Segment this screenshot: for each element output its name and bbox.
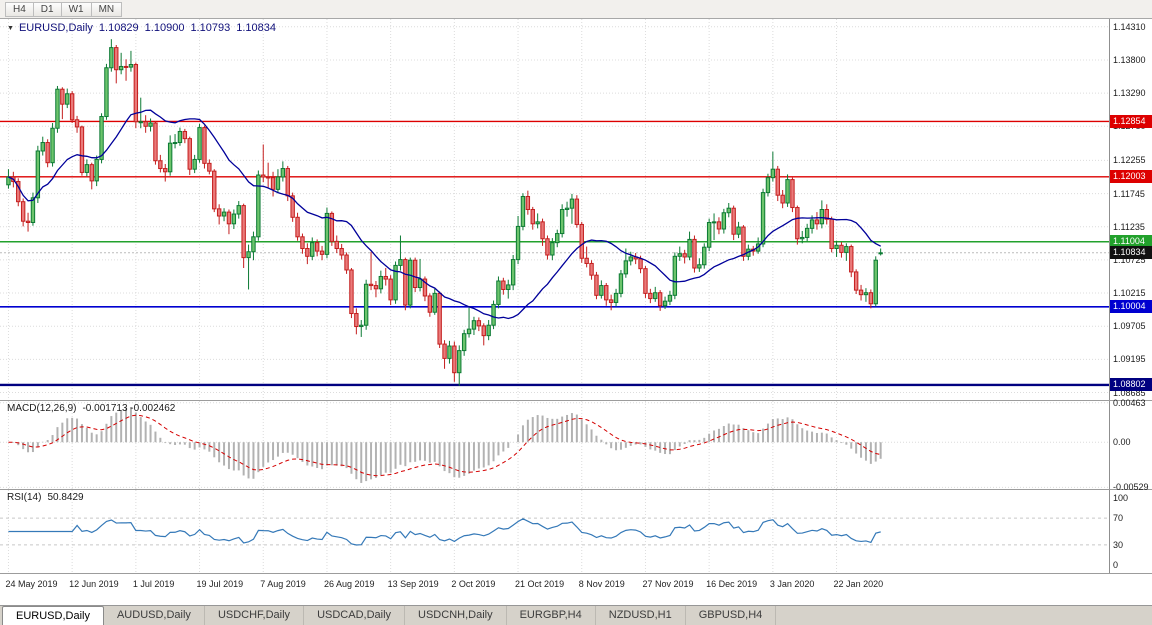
price-tick: 1.14310 bbox=[1113, 21, 1146, 32]
price-tick: 1.09705 bbox=[1113, 321, 1146, 332]
chart-tab-nzdusd-h1[interactable]: NZDUSD,H1 bbox=[596, 606, 686, 625]
rsi-value: 50.8429 bbox=[47, 492, 84, 503]
date-label: 24 May 2019 bbox=[5, 579, 58, 589]
chart-tab-eurgbp-h4[interactable]: EURGBP,H4 bbox=[507, 606, 596, 625]
date-label: 22 Jan 2020 bbox=[833, 579, 884, 589]
price-line-badge: 1.11004 bbox=[1110, 235, 1152, 249]
macd-panel: MACD(12,26,9) -0.001713 -0.002462 0.0046… bbox=[0, 397, 1152, 493]
price-tick: 1.11745 bbox=[1113, 188, 1145, 199]
timeframe-button-w1[interactable]: W1 bbox=[60, 1, 92, 17]
ohlc-low: 1.10793 bbox=[190, 22, 231, 34]
chart-tab-audusd-daily[interactable]: AUDUSD,Daily bbox=[104, 606, 205, 625]
chart-tab-usdcnh-daily[interactable]: USDCNH,Daily bbox=[405, 606, 507, 625]
price-tick: 1.10215 bbox=[1113, 288, 1146, 299]
date-label: 26 Aug 2019 bbox=[323, 579, 375, 589]
price-tick: 1.10725 bbox=[1113, 254, 1146, 265]
price-tick: 1.13800 bbox=[1113, 54, 1146, 65]
indicator-tick: 0 bbox=[1113, 559, 1119, 570]
timeframe-button-mn[interactable]: MN bbox=[90, 1, 123, 17]
price-line-badge: 1.12854 bbox=[1110, 114, 1152, 128]
price-line-badge: 1.08802 bbox=[1110, 378, 1152, 392]
rsi-axis[interactable]: 100 70 30 0 bbox=[1110, 490, 1152, 573]
indicator-tick: 70 bbox=[1113, 513, 1124, 524]
date-label: 19 Jul 2019 bbox=[196, 579, 244, 589]
candlestick-chart-canvas[interactable] bbox=[0, 19, 1109, 400]
indicator-tick: 30 bbox=[1113, 539, 1124, 550]
date-label: 8 Nov 2019 bbox=[578, 579, 625, 589]
rsi-panel: RSI(14) 50.8429 100 70 30 0 bbox=[0, 490, 1152, 574]
rsi-plot[interactable]: RSI(14) 50.8429 bbox=[0, 490, 1110, 573]
rsi-label: RSI(14) 50.8429 bbox=[7, 492, 84, 503]
date-axis[interactable]: 24 May 2019 12 Jun 2019 1 Jul 2019 19 Jul 2… bbox=[0, 574, 1152, 594]
timeframe-button-d1[interactable]: D1 bbox=[32, 1, 62, 17]
chart-tab-usdchf-daily[interactable]: USDCHF,Daily bbox=[205, 606, 305, 625]
current-price-badge: 1.10834 bbox=[1110, 246, 1152, 260]
main-chart-plot[interactable]: ▼ EURUSD,Daily 1.10829 1.10900 1.10793 1… bbox=[0, 19, 1110, 400]
price-tick: 1.11235 bbox=[1113, 221, 1145, 232]
price-tick: 1.12255 bbox=[1113, 155, 1146, 166]
chart-title: ▼ EURUSD,Daily 1.10829 1.10900 1.10793 1… bbox=[7, 22, 276, 34]
bottom-spacer bbox=[0, 594, 1152, 605]
macd-values: -0.001713 -0.002462 bbox=[82, 403, 176, 414]
indicator-tick: 0.00 bbox=[1113, 437, 1131, 448]
date-label: 27 Nov 2019 bbox=[642, 579, 694, 589]
ohlc-high: 1.10900 bbox=[144, 22, 185, 34]
rsi-name: RSI(14) bbox=[7, 492, 42, 503]
indicator-tick: -0.00529 bbox=[1113, 482, 1149, 493]
macd-name: MACD(12,26,9) bbox=[7, 403, 77, 414]
timeframe-toolbar: H4 D1 W1 MN bbox=[0, 0, 1152, 19]
price-tick: 1.13290 bbox=[1113, 88, 1146, 99]
price-line-badge: 1.12003 bbox=[1110, 170, 1152, 184]
indicator-tick: 0.00463 bbox=[1113, 397, 1146, 408]
date-label: 21 Oct 2019 bbox=[515, 579, 565, 589]
timeframe-button-h4[interactable]: H4 bbox=[5, 1, 34, 17]
date-label: 1 Jul 2019 bbox=[132, 579, 175, 589]
chart-tab-gbpusd-h4[interactable]: GBPUSD,H4 bbox=[686, 606, 777, 625]
rsi-chart-canvas[interactable] bbox=[0, 490, 1109, 573]
macd-plot[interactable]: MACD(12,26,9) -0.001713 -0.002462 bbox=[0, 401, 1110, 489]
macd-label: MACD(12,26,9) -0.001713 -0.002462 bbox=[7, 403, 175, 414]
price-line-badge: 1.10004 bbox=[1110, 300, 1152, 314]
date-label: 13 Sep 2019 bbox=[387, 579, 439, 589]
chart-tab-bar: EURUSD,Daily AUDUSD,Daily USDCHF,Daily USDC… bbox=[0, 605, 1152, 625]
main-chart-panel: ▼ EURUSD,Daily 1.10829 1.10900 1.10793 1… bbox=[0, 19, 1152, 401]
chart-symbol-label: EURUSD,Daily bbox=[18, 22, 93, 34]
macd-chart-canvas[interactable] bbox=[0, 401, 1109, 489]
indicator-tick: 100 bbox=[1113, 493, 1129, 504]
symbol-dropdown-icon[interactable]: ▼ bbox=[7, 24, 14, 32]
date-label: 7 Aug 2019 bbox=[260, 579, 306, 589]
ohlc-close: 1.10834 bbox=[236, 22, 276, 34]
macd-axis[interactable]: 0.00463 0.00 -0.00529 bbox=[1110, 397, 1152, 493]
price-tick: 1.08685 bbox=[1113, 387, 1146, 398]
date-label: 16 Dec 2019 bbox=[706, 579, 758, 589]
chart-tab-eurusd-daily[interactable]: EURUSD,Daily bbox=[2, 606, 104, 625]
price-axis[interactable]: 1.143101.138001.132901.127801.122551.117… bbox=[1110, 19, 1152, 400]
date-label: 12 Jun 2019 bbox=[69, 579, 119, 589]
price-tick: 1.09195 bbox=[1113, 354, 1146, 365]
date-label: 2 Oct 2019 bbox=[451, 579, 496, 589]
ohlc-open: 1.10829 bbox=[98, 22, 139, 34]
chart-tab-usdcad-daily[interactable]: USDCAD,Daily bbox=[304, 606, 406, 625]
date-label: 3 Jan 2020 bbox=[769, 579, 815, 589]
